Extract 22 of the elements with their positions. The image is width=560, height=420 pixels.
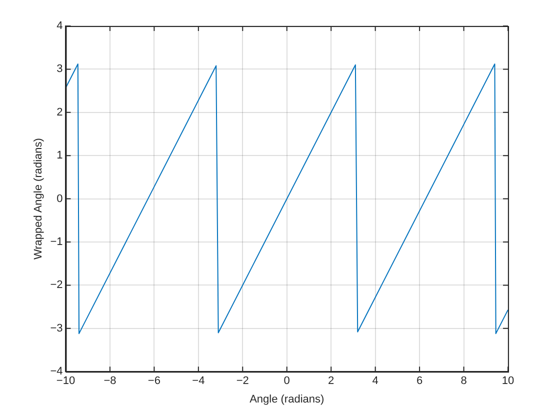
x-tick-label: −8 bbox=[104, 375, 116, 388]
x-tick-label: 8 bbox=[460, 375, 467, 388]
y-tick-label: −4 bbox=[50, 366, 63, 378]
x-tick-label: 0 bbox=[284, 375, 290, 388]
x-axis-title: Angle (radians) bbox=[250, 393, 324, 406]
y-tick-label: −2 bbox=[50, 279, 63, 292]
x-tick-label: 6 bbox=[416, 375, 423, 388]
y-tick-label: 4 bbox=[56, 20, 63, 32]
x-tick-label: 4 bbox=[372, 375, 378, 388]
x-tick-label: −10 bbox=[56, 375, 76, 388]
y-tick-label: 2 bbox=[56, 106, 63, 118]
x-tick-label: 2 bbox=[328, 375, 334, 388]
x-tick-label: −2 bbox=[236, 375, 249, 388]
x-tick-label: −4 bbox=[192, 375, 205, 388]
y-tick-label: 1 bbox=[56, 150, 63, 162]
y-axis-title: Wrapped Angle (radians) bbox=[32, 138, 45, 260]
y-tick-label: 3 bbox=[56, 63, 63, 76]
y-tick-label: 0 bbox=[56, 192, 63, 205]
x-tick-label: −6 bbox=[148, 375, 160, 388]
y-tick-label: −1 bbox=[50, 236, 63, 248]
x-tick-label: 10 bbox=[502, 375, 514, 388]
y-tick-label: −3 bbox=[50, 322, 63, 334]
